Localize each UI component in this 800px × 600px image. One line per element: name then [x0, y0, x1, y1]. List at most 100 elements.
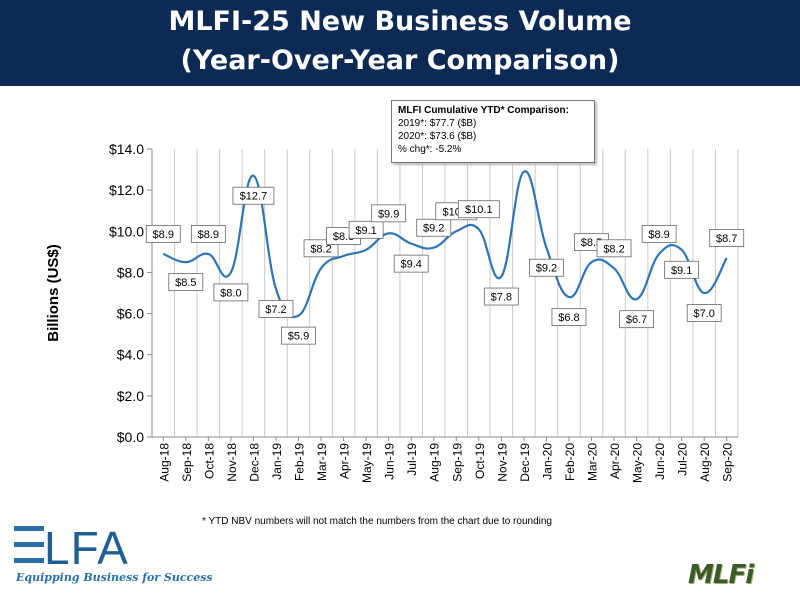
- data-label: $9.1: [348, 220, 384, 239]
- x-tick-label: Oct-19: [473, 443, 487, 479]
- page-title: MLFI-25 New Business Volume: [168, 6, 632, 37]
- data-label-text: $9.9: [378, 208, 399, 220]
- data-label: $8.9: [641, 225, 677, 243]
- data-label-box: [232, 186, 275, 205]
- elfa-logo: LFA: [14, 522, 129, 570]
- x-tick-label: Sep-20: [721, 443, 735, 482]
- data-label: $10.1: [457, 200, 500, 219]
- data-label-text: $8.9: [198, 229, 219, 241]
- x-tick-label: Jul-20: [676, 443, 690, 476]
- data-label-box: [348, 220, 384, 239]
- data-label-text: $9.4: [400, 259, 421, 271]
- data-label: $9.9: [371, 204, 407, 223]
- mlfi-logo: MLFi: [688, 560, 754, 590]
- y-tick-label: $0.0: [117, 429, 144, 445]
- data-label: $7.2: [258, 299, 294, 318]
- data-label-text: $7.2: [265, 304, 286, 316]
- x-tick-label: Mar-19: [315, 443, 329, 481]
- footnote: * YTD NBV numbers will not match the num…: [202, 516, 552, 527]
- data-label-text: $12.7: [240, 191, 268, 203]
- y-tick-label: $14.0: [109, 141, 144, 157]
- x-tick-label: Dec-18: [247, 443, 261, 482]
- x-tick-label: Sep-18: [180, 443, 194, 482]
- x-tick-label: Dec-19: [518, 443, 532, 482]
- data-label-box: [483, 287, 519, 306]
- data-label-box: [596, 239, 632, 258]
- y-axis-label: Billions (US$): [45, 244, 62, 342]
- x-tick-label: Mar-20: [586, 443, 600, 481]
- page-subtitle: (Year-Over-Year Comparison): [180, 45, 620, 76]
- data-label-text: $8.7: [716, 233, 737, 245]
- x-tick-label: Oct-18: [202, 443, 216, 479]
- data-label: $8.9: [190, 225, 226, 243]
- data-label: $6.7: [619, 310, 654, 329]
- data-label: $8.9: [145, 225, 181, 243]
- data-label-text: $8.9: [153, 229, 174, 241]
- line-chart: $0.0 $2.0 $4.0 $6.0 $8.0 $10.0 $12.0 $14.0 Billi…: [45, 141, 745, 483]
- x-tick-label: Feb-20: [563, 443, 577, 481]
- data-label-text: $6.8: [558, 312, 579, 324]
- data-label: $8.0: [213, 283, 249, 302]
- data-label: $9.1: [664, 260, 700, 279]
- x-tick-label: Nov-19: [495, 443, 509, 482]
- y-tick-label: $2.0: [117, 388, 144, 404]
- ytd-box-title: MLFI Cumulative YTD* Comparison:: [398, 105, 569, 116]
- data-label-box: [168, 273, 204, 292]
- x-tick-label: May-19: [360, 443, 374, 483]
- data-label: $9.2: [529, 258, 564, 277]
- data-label-box: [258, 299, 294, 318]
- data-label-text: $5.9: [288, 331, 309, 343]
- data-label-box: [393, 254, 429, 273]
- data-label-text: $8.0: [220, 287, 241, 299]
- x-tick-label: Feb-19: [293, 443, 307, 481]
- x-tick-label: Jan-20: [540, 443, 554, 480]
- data-label-box: [686, 304, 722, 322]
- x-tick-label: Aug-19: [428, 443, 442, 482]
- x-tick-label: Jan-19: [270, 443, 284, 480]
- data-label-text: $9.2: [423, 223, 444, 235]
- data-label: $6.8: [551, 308, 587, 327]
- data-label-box: [664, 260, 700, 279]
- data-label-text: $10.1: [465, 204, 493, 216]
- ytd-2020: 2020*: $73.6 ($B): [398, 131, 477, 142]
- data-label-box: [145, 225, 181, 243]
- data-label-box: [551, 308, 587, 327]
- ytd-comparison-box: MLFI Cumulative YTD* Comparison: 2019*: …: [391, 100, 595, 163]
- x-tick-label: Sep-19: [450, 443, 464, 482]
- x-tick-label: Aug-20: [698, 443, 712, 482]
- data-label: $8.2: [596, 239, 632, 258]
- data-label-box: [371, 204, 407, 223]
- data-label-box: [529, 258, 564, 277]
- x-tick-label: Nov-18: [225, 443, 239, 482]
- x-tick-label: May-20: [631, 443, 645, 483]
- y-tick-label: $12.0: [109, 182, 144, 198]
- data-label-box: [641, 225, 677, 243]
- x-tick-label: Aug-18: [157, 443, 171, 482]
- gridlines: [151, 149, 739, 437]
- y-tick-label: $10.0: [109, 223, 144, 239]
- title-banner: [0, 0, 800, 86]
- data-label-text: $9.2: [536, 263, 557, 275]
- data-label: $5.9: [281, 326, 316, 345]
- x-tick-label: Jul-19: [405, 443, 419, 476]
- data-label-text: $6.7: [626, 314, 647, 326]
- data-label-text: $7.0: [693, 308, 714, 320]
- x-tick-label: Apr-19: [338, 443, 352, 479]
- data-label-box: [416, 218, 452, 237]
- x-tick-label: Apr-20: [608, 443, 622, 479]
- data-label: $7.8: [483, 287, 519, 306]
- data-label-box: [281, 326, 316, 345]
- data-label-text: $8.5: [175, 277, 196, 289]
- data-label: $9.4: [393, 254, 429, 273]
- x-tick-label: Jun-19: [383, 443, 397, 480]
- data-label-box: [190, 225, 226, 243]
- data-label: $8.5: [168, 273, 204, 292]
- y-tick-label: $4.0: [117, 347, 144, 363]
- ytd-2019: 2019*: $77.7 ($B): [398, 118, 477, 129]
- data-label: $9.2: [416, 218, 452, 237]
- data-label-text: $9.1: [355, 225, 376, 237]
- svg-text:LFA: LFA: [44, 522, 129, 570]
- data-label-text: $8.2: [603, 243, 624, 255]
- data-label: $7.0: [686, 304, 722, 322]
- data-label: $8.7: [709, 229, 745, 247]
